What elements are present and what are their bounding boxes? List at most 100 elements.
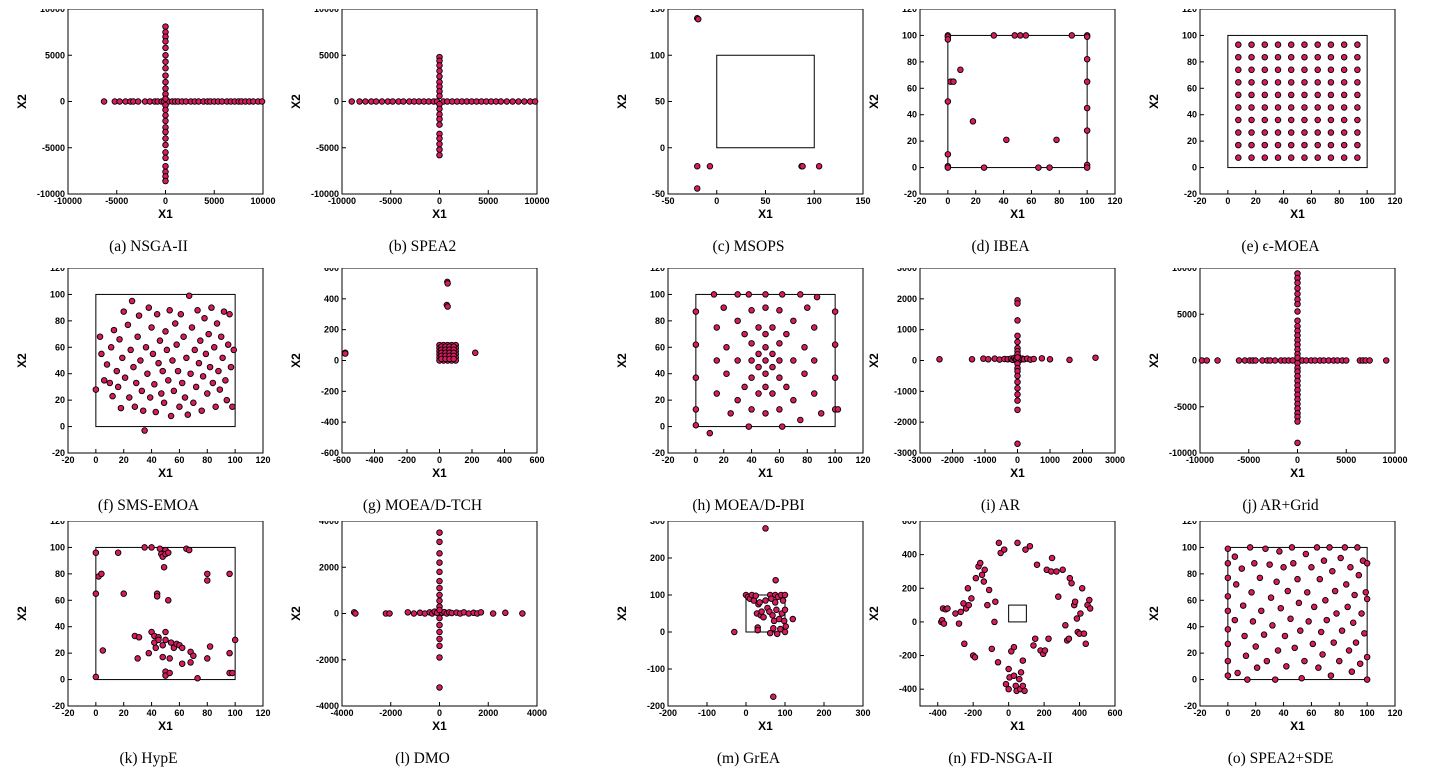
data-point: [1248, 141, 1255, 149]
data-point: [1235, 91, 1242, 99]
data-point: [755, 350, 762, 358]
y-tick-label: -10000: [311, 189, 339, 199]
y-tick-label: 100: [1182, 542, 1197, 552]
data-point: [159, 367, 166, 375]
data-point: [515, 98, 522, 105]
x-tick-label: 0: [693, 455, 698, 465]
y-tick-label: -20: [652, 448, 665, 458]
data-point: [1077, 610, 1084, 617]
y-axis-label: X2: [1147, 606, 1161, 621]
data-point: [436, 550, 443, 557]
x-tick-label: 100: [228, 708, 243, 718]
data-point: [1248, 104, 1255, 111]
data-point: [372, 98, 380, 105]
data-point: [159, 653, 166, 661]
data-point: [1065, 635, 1073, 642]
data-point: [692, 308, 700, 315]
data-point: [165, 597, 172, 604]
data-point: [778, 291, 786, 298]
data-point: [734, 357, 741, 364]
data-point: [1294, 290, 1301, 298]
x-tick-label: 0: [93, 708, 98, 718]
data-point: [748, 307, 755, 314]
data-point: [152, 408, 159, 416]
data-point: [165, 377, 172, 384]
x-tick-label: -20: [1193, 196, 1206, 206]
data-point: [710, 291, 718, 298]
data-point: [1323, 616, 1330, 624]
y-tick-label: 100: [50, 289, 65, 299]
data-point: [1271, 676, 1279, 683]
data-point: [762, 370, 769, 377]
data-point: [258, 98, 266, 105]
data-point: [1287, 129, 1295, 136]
panel-caption: (h) MOEA/D-PBI: [692, 497, 805, 514]
y-tick-label: 10000: [40, 9, 65, 14]
data-point: [222, 377, 229, 384]
data-point: [1344, 603, 1351, 611]
data-point: [769, 363, 776, 371]
data-point: [98, 350, 105, 358]
data-point: [190, 399, 197, 407]
data-point: [151, 381, 158, 388]
panel-caption: (b) SPEA2: [388, 238, 457, 255]
y-tick-label: 0: [912, 617, 917, 627]
data-point: [229, 403, 236, 410]
data-point: [978, 571, 986, 579]
x-axis-label: X1: [1010, 719, 1025, 733]
panel-caption: (k) HypE: [119, 750, 178, 767]
data-point: [1262, 545, 1269, 553]
data-point: [804, 304, 811, 311]
data-point: [1342, 581, 1350, 588]
data-point: [195, 359, 203, 367]
y-tick-label: 150: [650, 9, 665, 14]
x-tick-label: 150: [855, 196, 870, 206]
data-point: [114, 383, 122, 391]
panel-o: -20 0 20 40 60 80 100 120 -20 0 20 40 60 80 100 120 X1 X2…: [1138, 521, 1423, 779]
data-point: [141, 544, 148, 551]
data-point: [1333, 610, 1340, 617]
data-point: [212, 403, 219, 410]
data-point: [146, 394, 154, 401]
data-point: [167, 639, 175, 646]
data-point: [1011, 32, 1018, 39]
data-point: [100, 377, 108, 384]
data-point: [1235, 104, 1242, 111]
y-tick-label: -2000: [316, 655, 339, 665]
data-point: [1281, 632, 1289, 640]
y-axis-label: X2: [15, 606, 29, 621]
data-point: [185, 292, 193, 300]
scatter-chart-b: -10000 -5000 0 5000 10000 -10000 -5000 0 5000 100…: [289, 9, 550, 221]
data-point: [1261, 154, 1269, 161]
scatter-chart-f: -20 0 20 40 60 80 100 120 -20 0 20 40 60 80 100 120 X1 X2: [15, 268, 271, 480]
data-point: [789, 615, 797, 623]
data-point: [124, 321, 132, 329]
data-point: [1356, 660, 1364, 667]
data-point: [96, 333, 104, 340]
scatter-chart-e: -20 0 20 40 60 80 100 120 -20 0 20 40 60 80 100 120 X1 X2: [1147, 9, 1403, 221]
y-tick-label: 60: [55, 342, 65, 352]
y-tick-label: 60: [1187, 83, 1197, 93]
y-tick-label: 0: [334, 356, 339, 366]
data-point: [436, 577, 443, 585]
data-point: [436, 584, 443, 592]
data-point: [961, 640, 968, 648]
data-point: [180, 333, 187, 340]
data-point: [183, 354, 190, 362]
data-point: [762, 383, 769, 391]
data-point: [135, 634, 143, 641]
data-point: [163, 346, 171, 354]
data-point: [213, 320, 221, 327]
data-point: [1341, 544, 1349, 551]
data-point: [968, 356, 976, 363]
data-point: [205, 330, 212, 338]
data-point: [489, 610, 497, 617]
x-tick-label: 40: [147, 708, 157, 718]
data-point: [1078, 585, 1086, 592]
data-point: [713, 357, 720, 364]
x-tick-label: -10000: [1186, 455, 1214, 465]
data-point: [1294, 285, 1301, 292]
y-tick-label: 100: [650, 590, 665, 600]
data-point: [734, 317, 741, 325]
x-tick-label: -1000: [973, 455, 996, 465]
